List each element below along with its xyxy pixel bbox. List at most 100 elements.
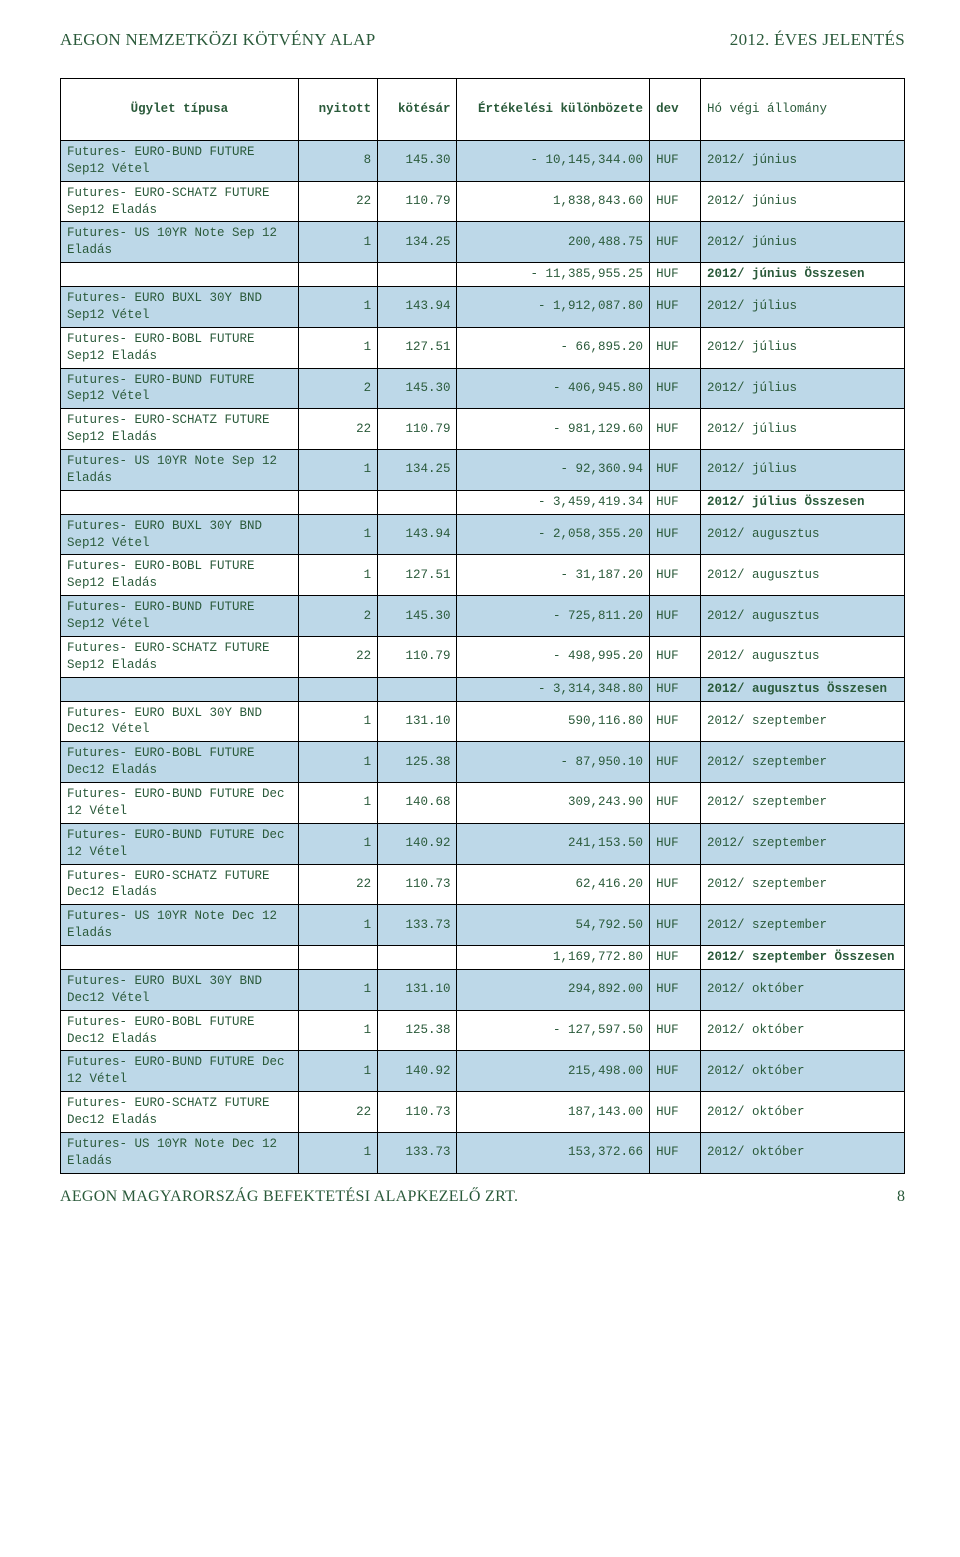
table-cell: 2012/ augusztus	[701, 555, 905, 596]
table-cell: HUF	[650, 222, 701, 263]
table-cell: - 127,597.50	[457, 1010, 650, 1051]
table-cell: 125.38	[378, 1010, 457, 1051]
table-cell: HUF	[650, 701, 701, 742]
table-cell: 241,153.50	[457, 823, 650, 864]
table-cell: - 3,314,348.80	[457, 677, 650, 701]
table-cell: 1	[298, 1132, 377, 1173]
table-cell: Futures- US 10YR Note Sep 12 Eladás	[61, 450, 299, 491]
table-cell: - 981,129.60	[457, 409, 650, 450]
table-cell: 140.92	[378, 1051, 457, 1092]
table-cell: 2012/ július	[701, 327, 905, 368]
table-cell	[378, 677, 457, 701]
table-cell: - 11,385,955.25	[457, 263, 650, 287]
table-cell: HUF	[650, 181, 701, 222]
table-cell: - 725,811.20	[457, 596, 650, 637]
table-cell: 2012/ július	[701, 409, 905, 450]
table-row: Futures- EURO BUXL 30Y BND Sep12 Vétel11…	[61, 287, 905, 328]
table-cell	[61, 677, 299, 701]
table-cell: 110.79	[378, 636, 457, 677]
table-cell: 62,416.20	[457, 864, 650, 905]
table-row: Futures- EURO BUXL 30Y BND Dec12 Vétel11…	[61, 701, 905, 742]
table-cell: 22	[298, 1092, 377, 1133]
table-cell: HUF	[650, 287, 701, 328]
table-cell: Futures- EURO BUXL 30Y BND Dec12 Vétel	[61, 701, 299, 742]
table-cell: 1	[298, 514, 377, 555]
table-cell	[298, 946, 377, 970]
page-footer: AEGON MAGYARORSZÁG BEFEKTETÉSI ALAPKEZEL…	[60, 1188, 905, 1206]
table-cell: HUF	[650, 450, 701, 491]
table-cell: Futures- EURO BUXL 30Y BND Sep12 Vétel	[61, 514, 299, 555]
table-cell: Futures- EURO-BOBL FUTURE Dec12 Eladás	[61, 1010, 299, 1051]
table-cell: 1	[298, 222, 377, 263]
table-cell: HUF	[650, 140, 701, 181]
table-cell: 1	[298, 1010, 377, 1051]
table-cell: - 1,912,087.80	[457, 287, 650, 328]
table-cell: 1	[298, 555, 377, 596]
col-header-dev: dev	[650, 79, 701, 141]
table-cell: 1	[298, 701, 377, 742]
table-cell: Futures- EURO BUXL 30Y BND Sep12 Vétel	[61, 287, 299, 328]
table-cell: 2012/ július Összesen	[701, 490, 905, 514]
table-cell: 2012/ október	[701, 1051, 905, 1092]
table-cell: HUF	[650, 596, 701, 637]
table-cell: - 31,187.20	[457, 555, 650, 596]
table-cell: 2012/ augusztus	[701, 514, 905, 555]
table-cell: 2012/ október	[701, 1092, 905, 1133]
table-cell: 1	[298, 450, 377, 491]
table-cell: 2012/ augusztus Összesen	[701, 677, 905, 701]
table-cell: 2012/ június	[701, 140, 905, 181]
table-cell: 590,116.80	[457, 701, 650, 742]
table-row: Futures- EURO-BUND FUTURE Sep12 Vétel814…	[61, 140, 905, 181]
table-cell: 110.79	[378, 181, 457, 222]
table-cell: - 406,945.80	[457, 368, 650, 409]
table-cell: Futures- US 10YR Note Sep 12 Eladás	[61, 222, 299, 263]
table-cell: 1,169,772.80	[457, 946, 650, 970]
footer-left: AEGON MAGYARORSZÁG BEFEKTETÉSI ALAPKEZEL…	[60, 1188, 518, 1206]
table-cell: HUF	[650, 368, 701, 409]
table-cell: 2012/ október	[701, 969, 905, 1010]
table-cell: 22	[298, 864, 377, 905]
footer-page-number: 8	[897, 1188, 905, 1206]
table-cell: 2012/ szeptember	[701, 905, 905, 946]
table-cell: Futures- EURO-BUND FUTURE Sep12 Vétel	[61, 368, 299, 409]
table-cell: 1	[298, 783, 377, 824]
table-cell: - 3,459,419.34	[457, 490, 650, 514]
table-cell: 22	[298, 181, 377, 222]
table-cell: 110.73	[378, 864, 457, 905]
table-row: Futures- EURO-BUND FUTURE Sep12 Vétel214…	[61, 596, 905, 637]
table-cell: HUF	[650, 636, 701, 677]
table-cell: 1	[298, 327, 377, 368]
table-cell: 1	[298, 287, 377, 328]
table-cell	[61, 946, 299, 970]
table-cell: 110.73	[378, 1092, 457, 1133]
table-cell: 131.10	[378, 969, 457, 1010]
table-row: Futures- EURO-BUND FUTURE Dec 12 Vétel11…	[61, 823, 905, 864]
table-cell: HUF	[650, 946, 701, 970]
table-row: Futures- EURO BUXL 30Y BND Dec12 Vétel11…	[61, 969, 905, 1010]
table-cell: HUF	[650, 1092, 701, 1133]
table-cell: 131.10	[378, 701, 457, 742]
table-cell: 2012/ szeptember	[701, 823, 905, 864]
table-cell: Futures- EURO-SCHATZ FUTURE Dec12 Eladás	[61, 1092, 299, 1133]
table-cell: 8	[298, 140, 377, 181]
col-header-nyitott: nyitott	[298, 79, 377, 141]
table-cell: 2	[298, 596, 377, 637]
table-row: Futures- EURO-SCHATZ FUTURE Dec12 Eladás…	[61, 1092, 905, 1133]
table-cell: 134.25	[378, 450, 457, 491]
table-cell: HUF	[650, 1051, 701, 1092]
table-cell: Futures- EURO-BUND FUTURE Sep12 Vétel	[61, 140, 299, 181]
table-cell: 2012/ október	[701, 1132, 905, 1173]
table-cell: 2012/ szeptember	[701, 742, 905, 783]
table-cell: HUF	[650, 823, 701, 864]
table-cell: HUF	[650, 490, 701, 514]
table-cell: 143.94	[378, 514, 457, 555]
table-cell	[378, 946, 457, 970]
col-header-ertekelesi: Értékelési különbözete	[457, 79, 650, 141]
table-row: Futures- US 10YR Note Sep 12 Eladás1134.…	[61, 222, 905, 263]
table-row: Futures- EURO-BOBL FUTURE Sep12 Eladás11…	[61, 555, 905, 596]
table-subtotal-row: - 11,385,955.25HUF2012/ június Összesen	[61, 263, 905, 287]
table-cell: Futures- EURO-SCHATZ FUTURE Sep12 Eladás	[61, 636, 299, 677]
col-header-allomany: Hó végi állomány	[701, 79, 905, 141]
table-cell: 1	[298, 742, 377, 783]
table-cell: HUF	[650, 783, 701, 824]
